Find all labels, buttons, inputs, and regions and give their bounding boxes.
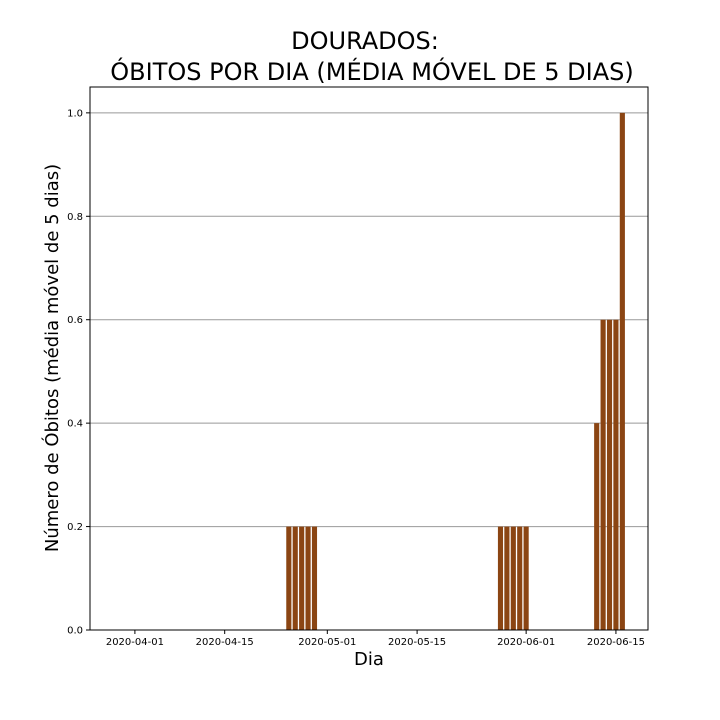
x-tick-label: 2020-06-15 (587, 637, 645, 648)
y-tick-label: 0.0 (67, 626, 83, 637)
x-tick-label: 2020-04-15 (196, 637, 254, 648)
bar (523, 526, 529, 630)
bar (613, 319, 619, 630)
x-tick-label: 2020-06-01 (497, 637, 555, 648)
bar (600, 319, 606, 630)
y-axis-label: Número de Óbitos (média móvel de 5 dias) (41, 164, 63, 552)
bar (286, 526, 292, 630)
bar (517, 526, 523, 630)
bar (619, 112, 625, 631)
x-tick-label: 2020-04-01 (106, 637, 164, 648)
x-axis-ticks: 2020-04-01 2020-04-15 2020-05-01 2020-05-15… (106, 630, 645, 648)
bar (606, 319, 613, 630)
bar (299, 526, 305, 630)
chart-title-line1: DOURADOS: (291, 27, 439, 55)
y-tick-label: 0.2 (67, 522, 83, 533)
x-axis-label: Dia (354, 649, 384, 670)
y-gridlines (90, 112, 648, 631)
x-tick-label: 2020-05-15 (388, 637, 446, 648)
bar (292, 526, 298, 630)
y-tick-label: 0.8 (67, 212, 83, 223)
y-tick-label: 0.6 (67, 315, 83, 326)
y-axis-ticks: 0.0 0.2 0.4 0.6 0.8 1.0 (67, 108, 90, 637)
bar (311, 526, 318, 630)
x-tick-label: 2020-05-01 (298, 637, 356, 648)
bar (504, 526, 510, 630)
bar (305, 526, 311, 630)
chart-title-line2: ÓBITOS POR DIA (MÉDIA MÓVEL DE 5 DIAS) (110, 56, 633, 86)
bar (497, 526, 504, 630)
bar (510, 526, 516, 630)
y-tick-label: 0.4 (67, 419, 83, 430)
bar (594, 423, 600, 630)
y-tick-label: 1.0 (67, 108, 83, 119)
bars (286, 112, 625, 631)
plot-frame (89, 86, 649, 631)
